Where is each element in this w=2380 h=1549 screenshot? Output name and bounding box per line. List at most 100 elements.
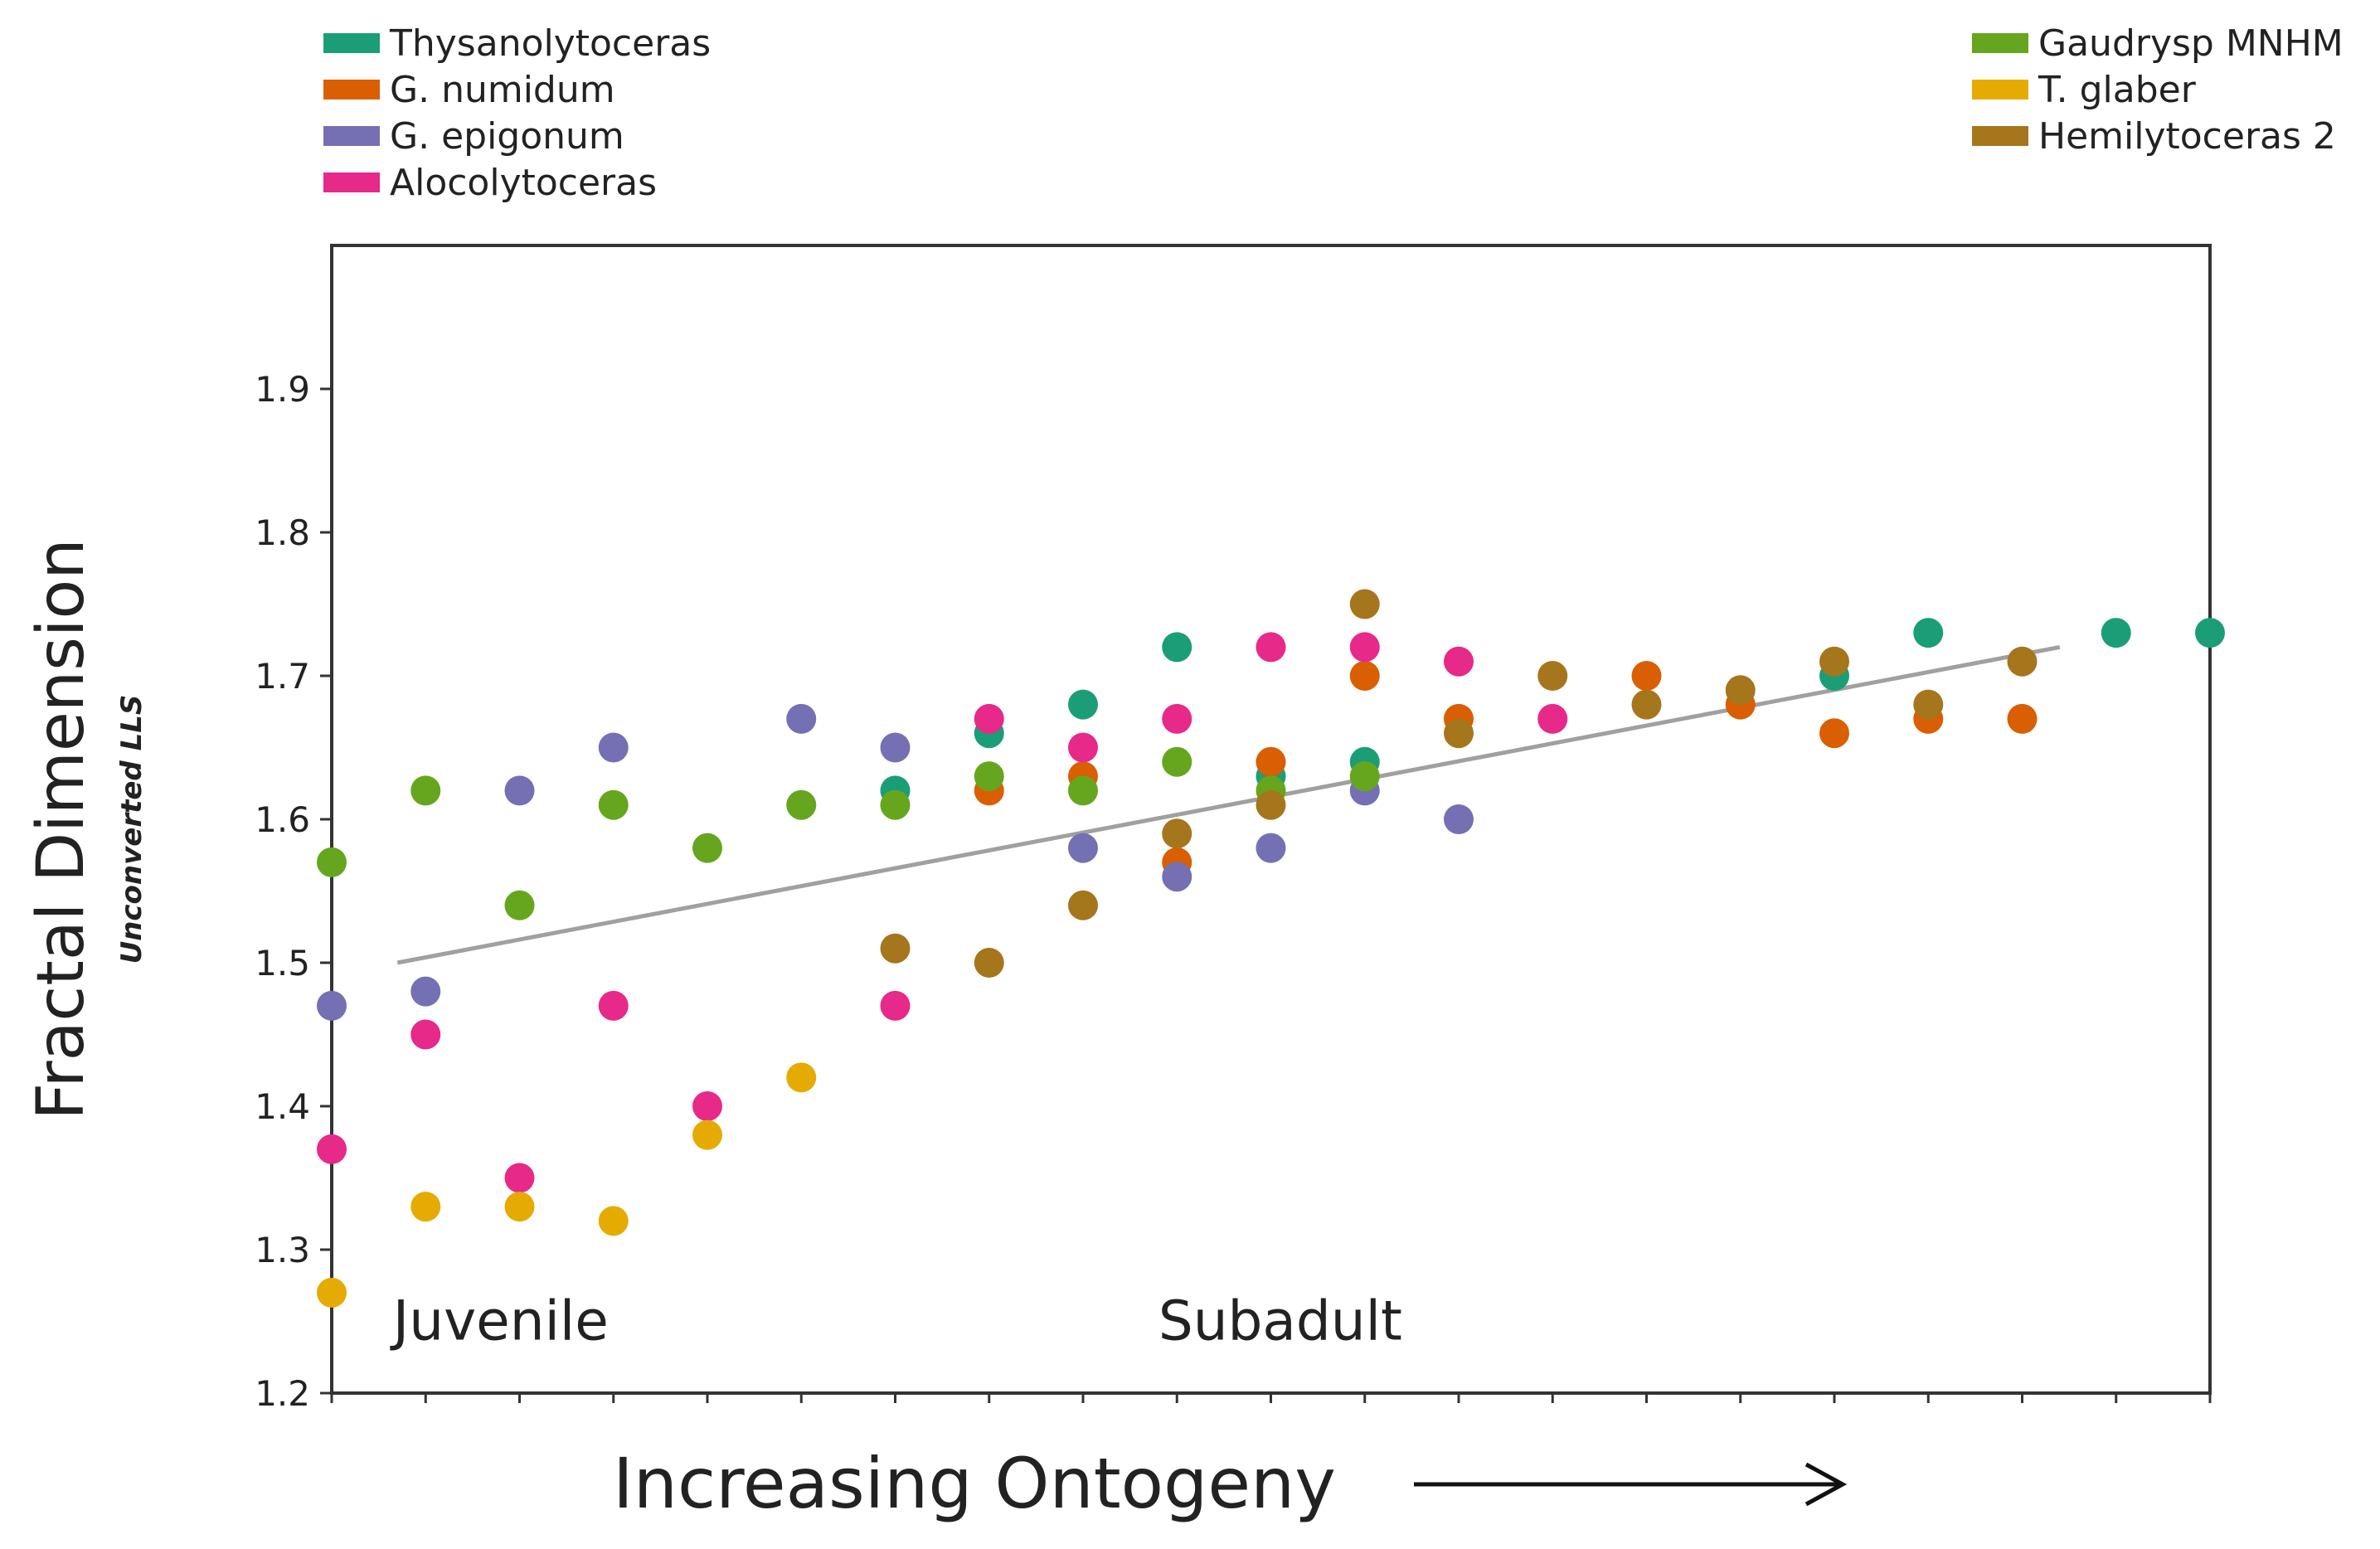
data-point [692,1119,722,1150]
data-point [1631,689,1662,720]
legend-label: Hemilytoceras 2 [2038,115,2336,158]
data-point [1349,661,1380,691]
data-point [317,1134,347,1164]
data-point [1256,746,1286,777]
y-tick-label: 1.7 [255,656,310,697]
data-point [2101,618,2131,648]
data-point [2007,646,2038,677]
legend-item-gaudrysp-mnhm: Gaudrysp MNHM [1972,22,2344,65]
data-point [974,761,1004,792]
data-point [1537,703,1568,734]
annotation-subadult: Subadult [1158,1289,1402,1353]
data-point [786,1062,817,1093]
data-point [880,789,911,820]
axes: 1.2 1.3 1.4 1.5 1.6 1.7 1.8 1.9 [255,244,2212,1414]
data-point [880,990,911,1021]
legend-swatch [1972,33,2028,53]
y-tick-label: 1.3 [255,1230,310,1270]
data-point [1725,675,1756,706]
series-hemilytoceras-2 [880,589,2038,978]
data-point [1444,804,1474,834]
legend-label: T. glaber [2038,69,2197,111]
legend-item-t-glaber: T. glaber [1972,69,2197,111]
data-point [974,703,1004,734]
data-point [1631,661,1662,691]
x-axis-label: Increasing Ontogeny [613,1443,1336,1524]
data-point [598,732,629,763]
data-point [598,1206,629,1236]
legend-item-thysanolytoceras: Thysanolytoceras [323,22,711,65]
y-tick-label: 1.9 [255,369,310,410]
legend-item-alocolytoceras: Alocolytoceras [323,162,657,204]
data-point [317,990,347,1021]
data-point [1349,589,1380,619]
data-point [410,1192,441,1222]
data-point [1068,833,1098,863]
data-point [1256,632,1286,663]
data-point [1256,789,1286,820]
legend-item-hemilytoceras-2: Hemilytoceras 2 [1972,115,2336,158]
data-point [1819,646,1849,677]
data-point [1068,890,1098,920]
data-point [1349,632,1380,663]
data-point [1162,862,1192,892]
data-point [1444,646,1474,677]
data-point [1068,689,1098,720]
data-point [410,976,441,1007]
arrow-head [1804,1462,1848,1507]
y-tick-label: 1.5 [255,943,310,983]
data-point [1819,718,1849,749]
series-t-glaber [317,1062,817,1308]
data-point [2195,618,2225,648]
series-alocolytoceras [317,632,1568,1193]
y-tick-label: 1.4 [255,1086,310,1127]
data-point [504,1163,535,1193]
data-point [410,1019,441,1050]
x-axis-arrow [1414,1462,1848,1507]
legend-label: Thysanolytoceras [389,22,711,65]
series-g-epigonum [317,703,1474,1021]
data-point [504,775,535,806]
annotation-juvenile: Juvenile [390,1289,609,1353]
legend-label: G. epigonum [390,115,624,158]
data-point [1913,689,1944,720]
legend-label: Alocolytoceras [390,162,657,204]
data-point [598,990,629,1021]
trendline-group [396,644,2061,965]
data-point [1913,618,1944,648]
legend-swatch [323,80,380,100]
y-axis-label: Fractal Dimension [24,538,99,1119]
data-point [504,890,535,920]
data-point [880,732,911,763]
legend-swatch [323,126,380,146]
data-point [786,789,817,820]
data-point [692,1091,722,1121]
data-points [317,589,2225,1308]
legend-label: G. numidum [390,69,615,111]
data-point [317,1277,347,1308]
legend-swatch [1972,80,2028,100]
data-point [1068,732,1098,763]
trendline [396,644,2061,965]
data-point [1162,632,1192,663]
data-point [598,789,629,820]
data-point [1162,746,1192,777]
data-point [1537,661,1568,691]
y-tick-label: 1.8 [255,512,310,553]
data-point [317,847,347,877]
legend-item-g-epigonum: G. epigonum [323,115,624,158]
data-point [974,948,1004,978]
data-point [410,775,441,806]
y-axis-sublabel: Unconverted LLS [115,695,148,964]
legend-swatch [323,33,380,53]
annotations: Juvenile Subadult [390,1289,1402,1353]
data-point [1349,761,1380,792]
data-point [1256,833,1286,863]
legend-swatch [1972,126,2028,146]
data-point [1162,703,1192,734]
data-point [1162,818,1192,849]
